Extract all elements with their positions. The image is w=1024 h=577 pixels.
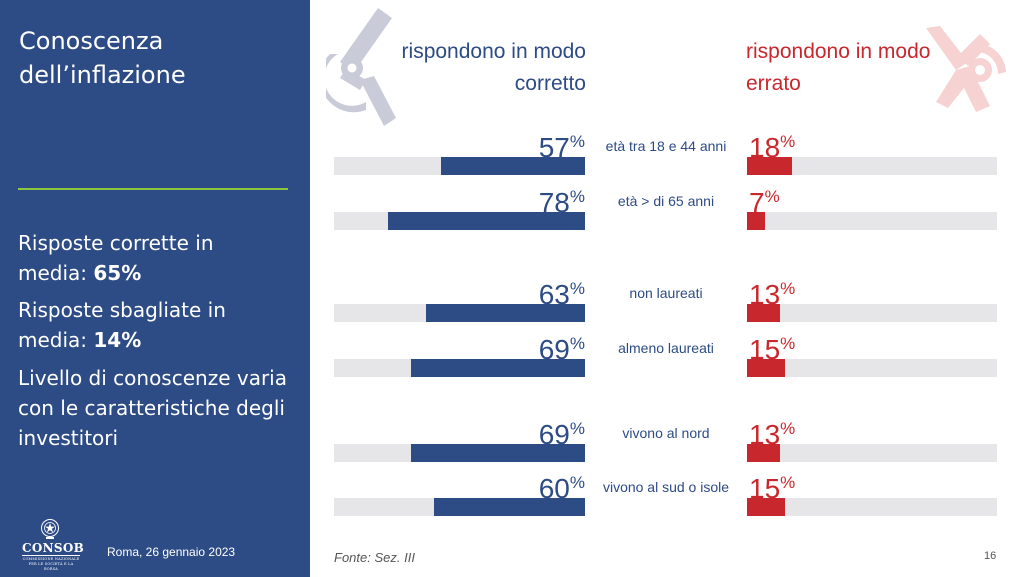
data-label-correct-number: 60 [538,473,570,504]
data-label-correct-unit: % [569,419,585,438]
bar-correct [411,444,585,462]
category-label: vivono al sud o isole [602,479,730,495]
data-label-wrong: 15% [749,329,795,365]
data-label-wrong-number: 15 [749,473,781,504]
category-label: età > di 65 anni [617,193,715,209]
data-label-wrong: 7% [749,182,780,218]
data-label-wrong: 13% [749,414,795,450]
data-label-wrong-number: 15 [749,334,781,365]
data-label-correct-number: 69 [538,419,570,450]
data-label-correct-unit: % [569,132,585,151]
average-correct-text: Risposte corrette in media: 65% [18,228,288,288]
average-wrong-text: Risposte sbagliate in media: 14% [18,295,288,355]
average-wrong-value: 14% [93,328,142,352]
source-note: Fonte: Sez. III [334,550,415,565]
bar-wrong [747,304,780,322]
bar-track-wrong [747,212,997,230]
divider [18,188,288,190]
legend-correct: rispondono in modo corretto [401,40,586,95]
data-label-wrong-unit: % [780,132,796,151]
data-label-wrong: 18% [749,127,795,163]
bar-track-wrong [747,359,997,377]
logo-name: CONSOB [22,541,85,556]
bar-wrong [747,359,785,377]
bar-wrong [747,444,780,462]
bar-track-wrong [747,498,997,516]
data-label-wrong-unit: % [764,187,780,206]
logo-subtitle-1: COMMISSIONE NAZIONALE [22,557,80,561]
data-label-wrong-number: 7 [749,187,765,218]
data-label-correct: 63% [465,274,585,310]
bar-correct [426,304,585,322]
average-correct-value: 65% [93,261,142,285]
data-label-wrong-unit: % [780,279,796,298]
category-label: età tra 18 e 44 anni [605,138,727,154]
page-title: Conoscenza dell’inflazione [19,27,186,89]
date-text: Roma, 26 gennaio 2023 [107,545,236,559]
page-number: 16 [984,550,997,562]
compass-icon [926,26,1006,112]
consob-logo: CONSOB COMMISSIONE NAZIONALE PER LE SOCI… [22,518,85,571]
data-label-correct-unit: % [569,279,585,298]
data-label-correct-number: 69 [538,334,570,365]
emblem-icon [41,519,59,539]
average-correct-label: Risposte corrette in media: [18,231,214,285]
bar-correct [441,157,585,175]
bar-track-wrong [747,304,997,322]
compass-icon [326,8,396,126]
data-label-correct-unit: % [569,334,585,353]
data-label-wrong: 13% [749,274,795,310]
data-label-wrong-unit: % [780,334,796,353]
data-label-correct: 69% [465,414,585,450]
data-label-wrong-unit: % [780,473,796,492]
knowledge-note: Livello di conoscenze varia con le carat… [18,366,287,450]
data-label-wrong-number: 13 [749,279,781,310]
data-label-wrong-number: 18 [749,132,781,163]
bar-track-wrong [747,157,997,175]
data-label-correct-number: 57 [538,132,570,163]
data-label-correct-number: 63 [538,279,570,310]
bar-track-wrong [747,444,997,462]
data-label-correct: 78% [465,182,585,218]
category-label: non laureati [629,285,703,301]
category-label: vivono al nord [622,425,710,441]
data-label-correct-unit: % [569,187,585,206]
bar-wrong [747,157,793,175]
data-label-correct: 60% [465,468,585,504]
data-label-wrong: 15% [749,468,795,504]
legend-wrong: rispondono in modo errato [746,40,931,95]
average-wrong-label: Risposte sbagliate in media: [18,298,226,352]
data-label-correct: 69% [465,329,585,365]
bar-wrong [747,498,785,516]
bar-correct [433,498,585,516]
data-label-correct-unit: % [569,473,585,492]
logo-subtitle-2: PER LE SOCIETÀ E LA BORSA [28,562,74,571]
category-label: almeno laureati [618,340,714,356]
data-label-wrong-unit: % [780,419,796,438]
data-label-wrong-number: 13 [749,419,781,450]
bar-wrong [747,212,765,230]
bar-correct [388,212,585,230]
data-label-correct: 57% [465,127,585,163]
sidebar: Conoscenza dell’inflazione Risposte corr… [0,0,310,577]
bar-correct [411,359,585,377]
data-label-correct-number: 78 [538,187,570,218]
